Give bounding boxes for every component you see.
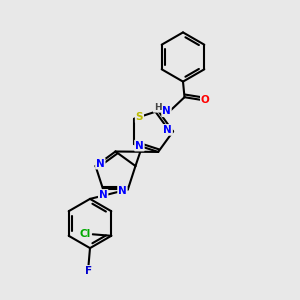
Text: O: O — [201, 95, 210, 105]
Text: N: N — [163, 125, 172, 135]
Text: Cl: Cl — [80, 229, 91, 239]
Text: F: F — [85, 266, 92, 276]
Text: N: N — [135, 141, 144, 151]
Text: N: N — [99, 190, 107, 200]
Text: N: N — [118, 186, 127, 196]
Text: S: S — [136, 112, 143, 122]
Text: N: N — [96, 159, 105, 169]
Text: N: N — [162, 106, 171, 116]
Text: H: H — [154, 103, 161, 112]
